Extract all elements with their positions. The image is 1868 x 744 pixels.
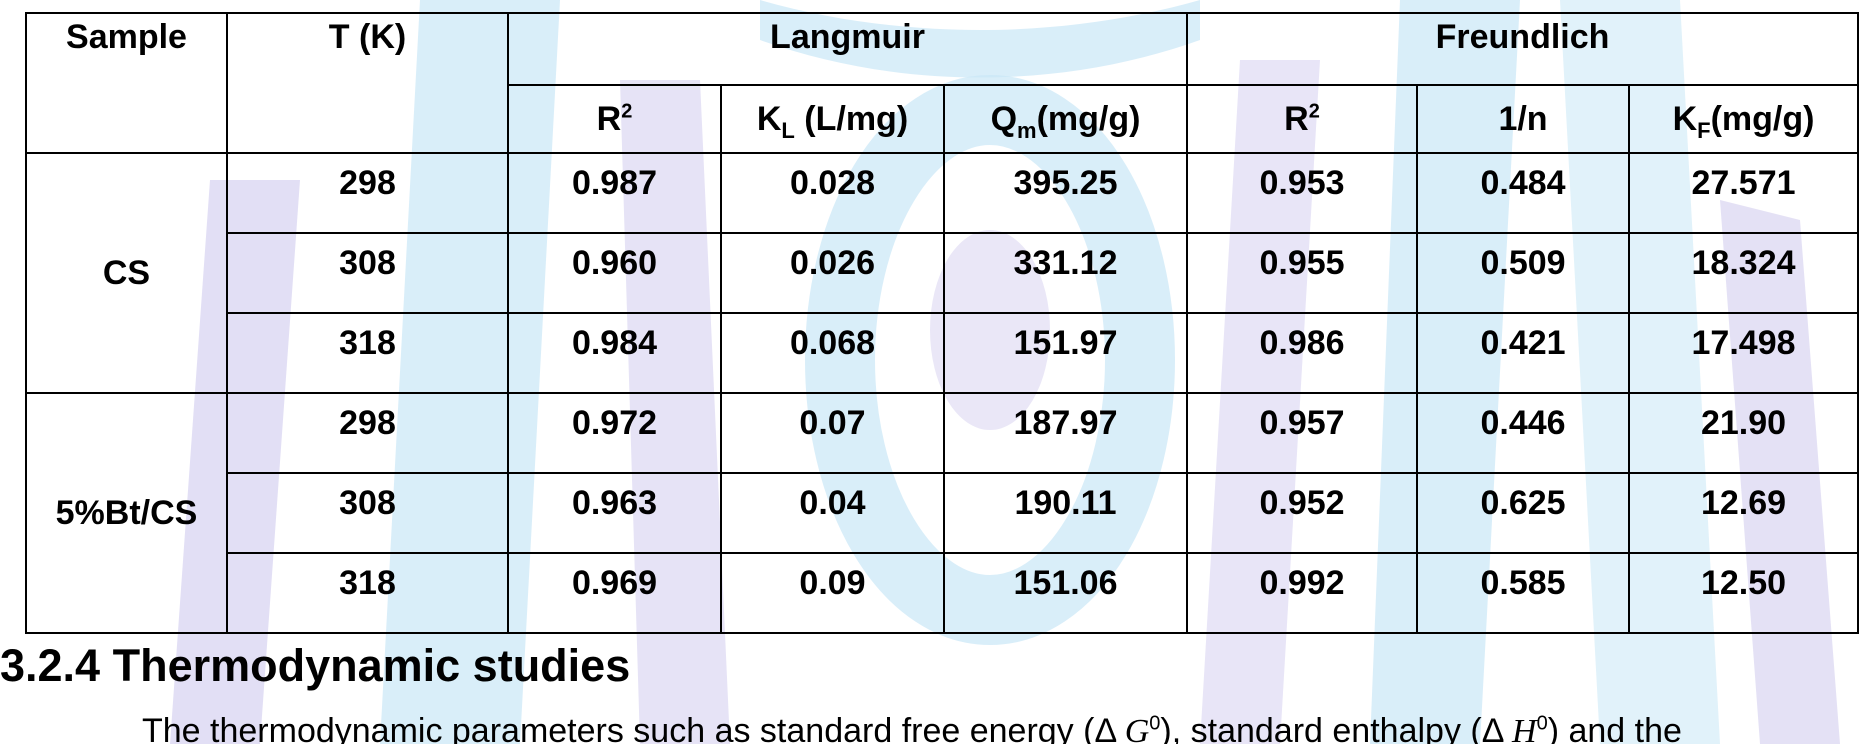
cell-n-inverse: 0.484 bbox=[1416, 152, 1631, 234]
cell-qm: 190.11 bbox=[942, 472, 1189, 554]
cell-freundlich-r2: 0.957 bbox=[1186, 392, 1419, 474]
cell-kf: 17.498 bbox=[1628, 312, 1860, 394]
header-kf: KF(mg/g) bbox=[1628, 84, 1860, 154]
header-temperature: T (K) bbox=[226, 12, 509, 154]
cell-kl: 0.04 bbox=[720, 472, 945, 554]
header-freundlich-r2: R2 bbox=[1186, 84, 1419, 154]
cell-freundlich-r2: 0.952 bbox=[1186, 472, 1419, 554]
header-kl: KL (L/mg) bbox=[720, 84, 945, 154]
cell-freundlich-r2: 0.986 bbox=[1186, 312, 1419, 394]
header-langmuir-r2: R2 bbox=[507, 84, 722, 154]
cell-temperature: 308 bbox=[226, 472, 509, 554]
cell-kl: 0.028 bbox=[720, 152, 945, 234]
cell-qm: 151.06 bbox=[942, 552, 1189, 634]
cell-temperature: 318 bbox=[226, 552, 509, 634]
cell-freundlich-r2: 0.992 bbox=[1186, 552, 1419, 634]
cell-kf: 27.571 bbox=[1628, 152, 1860, 234]
body-paragraph: The thermodynamic parameters such as sta… bbox=[142, 712, 1682, 744]
header-n-inverse: 1/n bbox=[1416, 84, 1631, 154]
cell-temperature: 308 bbox=[226, 232, 509, 314]
header-langmuir: Langmuir bbox=[506, 12, 1189, 86]
cell-kl: 0.068 bbox=[720, 312, 945, 394]
sample-label: CS bbox=[25, 152, 228, 394]
table-row: 318 0.969 0.09 151.06 0.992 0.585 12.50 bbox=[26, 552, 1860, 634]
isotherm-parameters-table: Sample T (K) Langmuir Freundlich R2 KL (… bbox=[25, 12, 1860, 634]
table-row: 308 0.963 0.04 190.11 0.952 0.625 12.69 bbox=[26, 472, 1860, 554]
cell-qm: 151.97 bbox=[942, 312, 1189, 394]
cell-qm: 187.97 bbox=[942, 392, 1189, 474]
sample-label: 5%Bt/CS bbox=[25, 392, 228, 634]
cell-langmuir-r2: 0.963 bbox=[507, 472, 722, 554]
cell-kf: 18.324 bbox=[1628, 232, 1860, 314]
section-heading: 3.2.4 Thermodynamic studies bbox=[0, 640, 631, 691]
cell-kl: 0.09 bbox=[720, 552, 945, 634]
cell-kl: 0.07 bbox=[720, 392, 945, 474]
table-row: CS 298 0.987 0.028 395.25 0.953 0.484 27… bbox=[25, 152, 1860, 394]
table-row: 318 0.984 0.068 151.97 0.986 0.421 17.49… bbox=[26, 312, 1860, 394]
cell-qm: 331.12 bbox=[942, 232, 1189, 314]
cell-n-inverse: 0.509 bbox=[1416, 232, 1631, 314]
table-subheader-row: R2 KL (L/mg) Qm(mg/g) R2 1/n KF(mg/g) bbox=[26, 84, 1860, 154]
table-row: 5%Bt/CS 298 0.972 0.07 187.97 0.957 0.44… bbox=[25, 392, 1860, 634]
cell-kl: 0.026 bbox=[720, 232, 945, 314]
cell-temperature: 298 bbox=[226, 152, 509, 234]
cell-langmuir-r2: 0.987 bbox=[507, 152, 722, 234]
header-qm: Qm(mg/g) bbox=[942, 84, 1189, 154]
cell-kf: 12.69 bbox=[1628, 472, 1860, 554]
cell-kf: 12.50 bbox=[1628, 552, 1860, 634]
header-freundlich: Freundlich bbox=[1186, 12, 1860, 86]
table-row: 308 0.960 0.026 331.12 0.955 0.509 18.32… bbox=[26, 232, 1860, 314]
table-header-row: Sample T (K) Langmuir Freundlich bbox=[25, 12, 1860, 154]
cell-temperature: 298 bbox=[226, 392, 509, 474]
cell-qm: 395.25 bbox=[942, 152, 1189, 234]
cell-langmuir-r2: 0.984 bbox=[507, 312, 722, 394]
cell-langmuir-r2: 0.969 bbox=[507, 552, 722, 634]
cell-n-inverse: 0.446 bbox=[1416, 392, 1631, 474]
cell-langmuir-r2: 0.960 bbox=[507, 232, 722, 314]
cell-freundlich-r2: 0.955 bbox=[1186, 232, 1419, 314]
cell-n-inverse: 0.585 bbox=[1416, 552, 1631, 634]
cell-temperature: 318 bbox=[226, 312, 509, 394]
cell-freundlich-r2: 0.953 bbox=[1186, 152, 1419, 234]
header-sample: Sample bbox=[25, 12, 228, 154]
cell-n-inverse: 0.421 bbox=[1416, 312, 1631, 394]
cell-langmuir-r2: 0.972 bbox=[507, 392, 722, 474]
cell-kf: 21.90 bbox=[1628, 392, 1860, 474]
cell-n-inverse: 0.625 bbox=[1416, 472, 1631, 554]
